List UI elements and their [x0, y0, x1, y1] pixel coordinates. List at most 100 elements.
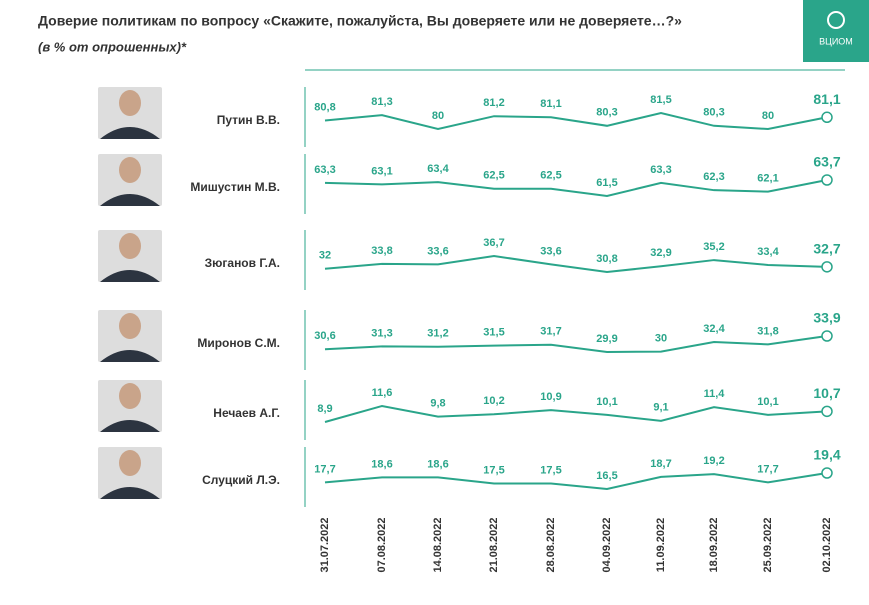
- series-name: Мишустин М.В.: [190, 180, 280, 194]
- series-name: Нечаев А.Г.: [213, 406, 280, 420]
- series-line: [324, 179, 828, 198]
- x-tick-label: 18.09.2022: [708, 517, 720, 572]
- value-label: 30,6: [314, 330, 335, 342]
- value-label: 32,4: [703, 323, 725, 335]
- value-label: 18,6: [371, 458, 392, 470]
- photo-body: [100, 194, 160, 206]
- value-label: 80: [432, 110, 444, 122]
- value-label: 10,7: [813, 385, 840, 401]
- photo-body: [100, 487, 160, 499]
- point: [821, 405, 833, 418]
- series-name: Миронов С.М.: [197, 336, 280, 350]
- value-label: 30,8: [596, 253, 617, 265]
- point: [821, 467, 833, 479]
- value-label: 19,2: [703, 455, 724, 467]
- value-label: 32,7: [813, 241, 840, 257]
- value-label: 31,8: [757, 325, 778, 337]
- x-tick-label: 31.07.2022: [319, 517, 331, 572]
- value-label: 80: [762, 110, 774, 122]
- x-tick-label: 21.08.2022: [488, 517, 500, 572]
- photo-head: [119, 450, 141, 476]
- value-label: 63,3: [314, 164, 335, 176]
- value-label: 33,4: [757, 246, 779, 258]
- value-label: 29,9: [596, 333, 617, 345]
- value-label: 62,5: [540, 170, 561, 182]
- value-label: 17,5: [540, 464, 561, 476]
- value-label: 10,2: [483, 395, 504, 407]
- value-label: 33,8: [371, 245, 392, 257]
- series-line: [324, 335, 828, 354]
- value-label: 30: [655, 333, 667, 345]
- series-name: Зюганов Г.А.: [205, 256, 280, 270]
- photo-body: [100, 350, 160, 362]
- value-label: 62,5: [483, 170, 504, 182]
- value-label: 10,9: [540, 391, 561, 403]
- logo-text: ВЦИОМ: [819, 36, 853, 46]
- value-label: 33,6: [540, 245, 561, 257]
- x-tick-label: 25.09.2022: [762, 517, 774, 572]
- logo-icon: [827, 11, 845, 29]
- value-label: 31,7: [540, 326, 561, 338]
- value-label: 18,7: [650, 458, 671, 470]
- point: [821, 330, 833, 342]
- series-line: [324, 404, 828, 423]
- photo-head: [119, 383, 141, 409]
- x-tick-label: 04.09.2022: [601, 517, 613, 572]
- x-tick-label: 11.09.2022: [655, 518, 667, 572]
- value-label: 80,3: [596, 107, 617, 119]
- value-label: 10,1: [596, 396, 617, 408]
- value-label: 31,3: [371, 327, 392, 339]
- x-tick-label: 14.08.2022: [432, 517, 444, 572]
- series-line: [324, 472, 828, 491]
- value-label: 31,2: [427, 328, 448, 340]
- logo-box: [803, 0, 869, 62]
- x-tick-label: 28.08.2022: [545, 517, 557, 572]
- value-label: 9,1: [653, 402, 668, 414]
- value-label: 36,7: [483, 237, 504, 249]
- value-label: 19,4: [813, 447, 840, 463]
- point: [821, 111, 833, 124]
- series-line: [324, 111, 828, 131]
- value-label: 9,8: [430, 398, 445, 410]
- photo-head: [119, 233, 141, 259]
- photo-body: [100, 420, 160, 432]
- point: [821, 261, 833, 273]
- value-label: 63,7: [813, 154, 840, 170]
- value-label: 32,9: [650, 247, 671, 259]
- value-label: 63,1: [371, 165, 392, 177]
- value-label: 81,5: [650, 94, 671, 106]
- value-label: 33,6: [427, 245, 448, 257]
- value-label: 35,2: [703, 241, 724, 253]
- photo-head: [119, 157, 141, 183]
- value-label: 81,2: [483, 97, 504, 109]
- point: [821, 174, 833, 186]
- series-name: Слуцкий Л.Э.: [202, 473, 280, 487]
- value-label: 8,9: [317, 403, 332, 415]
- value-label: 81,3: [371, 96, 392, 108]
- series-name: Путин В.В.: [217, 113, 280, 127]
- value-label: 61,5: [596, 177, 617, 189]
- x-tick-label: 07.08.2022: [376, 517, 388, 572]
- value-label: 11,4: [704, 388, 726, 400]
- value-label: 17,5: [483, 464, 504, 476]
- photo-head: [119, 313, 141, 339]
- photo-body: [100, 270, 160, 282]
- value-label: 17,7: [757, 463, 778, 475]
- value-label: 31,5: [483, 327, 504, 339]
- value-label: 32: [319, 250, 331, 262]
- photo-body: [100, 127, 160, 139]
- value-label: 17,7: [314, 463, 335, 475]
- value-label: 81,1: [813, 91, 840, 107]
- value-label: 63,3: [650, 164, 671, 176]
- value-label: 80,8: [314, 101, 335, 113]
- series-line: [324, 254, 828, 274]
- photo-head: [119, 90, 141, 116]
- value-label: 62,1: [757, 173, 778, 185]
- value-label: 81,1: [540, 98, 561, 110]
- x-tick-label: 02.10.2022: [821, 517, 833, 572]
- value-label: 16,5: [596, 470, 617, 482]
- value-label: 80,3: [703, 107, 724, 119]
- value-label: 18,6: [427, 458, 448, 470]
